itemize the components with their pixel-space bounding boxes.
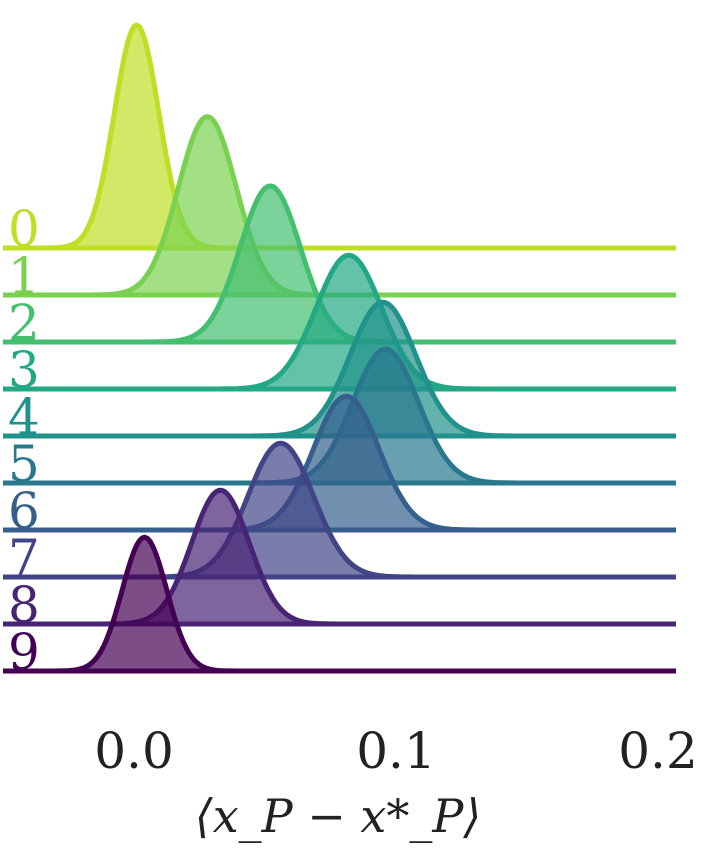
row-label-1: 1	[8, 247, 40, 305]
ridge-7	[3, 440, 676, 580]
ridge-fill-1	[3, 116, 658, 295]
row-label-6: 6	[8, 482, 40, 540]
x-tick-label-0.2: 0.2	[618, 722, 698, 780]
row-label-2: 2	[8, 294, 40, 352]
x-tick-label-0.0: 0.0	[94, 722, 174, 780]
row-label-3: 3	[8, 341, 40, 399]
row-label-0: 0	[8, 200, 40, 258]
ridge-fill-9	[3, 537, 658, 671]
row-label-7: 7	[8, 529, 40, 587]
x-ticks-group: 0.0 0.1 0.2	[94, 722, 698, 780]
ridges-group	[3, 22, 676, 674]
x-tick-label-0.1: 0.1	[356, 722, 436, 780]
row-label-9: 9	[8, 623, 40, 681]
ridge-fill-7	[3, 443, 658, 577]
row-label-8: 8	[8, 576, 40, 634]
ridge-3	[3, 252, 676, 392]
ridge-6	[3, 393, 676, 533]
ridge-0	[3, 22, 676, 251]
ridge-9	[3, 534, 676, 674]
ridge-fill-6	[3, 396, 658, 530]
ridge-fill-0	[3, 25, 658, 248]
row-label-5: 5	[8, 435, 40, 493]
ridge-fill-3	[3, 255, 658, 389]
row-label-4: 4	[8, 388, 40, 446]
x-axis-label: ⟨x_P − x*_P⟩	[195, 789, 481, 843]
